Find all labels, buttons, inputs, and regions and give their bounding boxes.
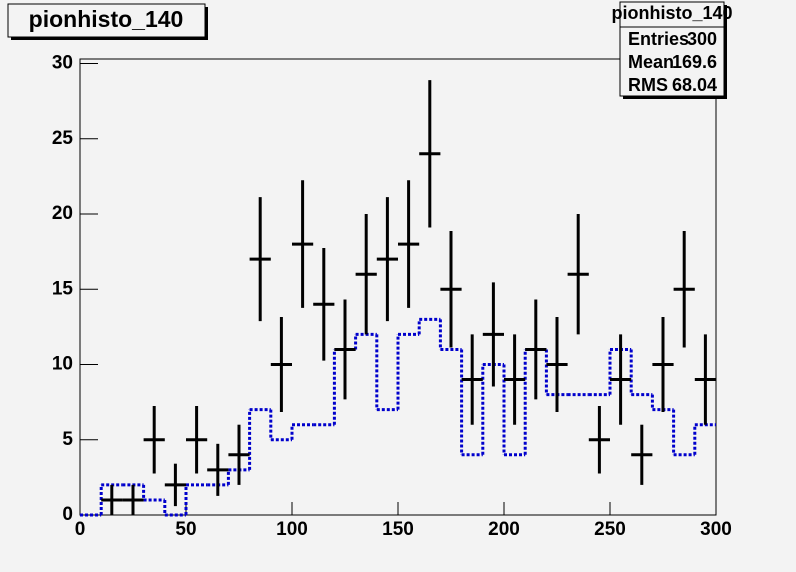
data-point xyxy=(419,80,441,228)
data-point xyxy=(334,299,356,400)
data-point xyxy=(652,316,674,413)
plot-frame xyxy=(79,58,717,516)
y-tick-label: 15 xyxy=(52,278,74,299)
data-point xyxy=(101,484,123,515)
data-point xyxy=(228,424,250,485)
data-point xyxy=(631,424,653,485)
x-tick-label: 300 xyxy=(700,519,732,540)
x-tick-label: 0 xyxy=(75,519,86,540)
data-point xyxy=(207,443,229,496)
x-tick-label: 100 xyxy=(276,519,308,540)
title-box xyxy=(7,3,206,38)
data-point xyxy=(440,231,462,348)
x-tick-label: 50 xyxy=(175,519,196,540)
y-tick-label: 30 xyxy=(52,53,73,74)
chart-title: pionhisto_140 xyxy=(29,6,184,32)
data-point xyxy=(143,406,165,474)
data-point xyxy=(164,463,186,507)
data-point xyxy=(610,334,632,425)
data-point xyxy=(673,231,695,348)
stats-label: Mean xyxy=(628,52,674,72)
data-point xyxy=(355,214,377,335)
y-tick-label: 0 xyxy=(62,504,73,525)
data-point xyxy=(461,334,483,425)
y-tick-label: 20 xyxy=(52,203,73,224)
stats-value: 300 xyxy=(687,29,717,49)
data-point xyxy=(482,282,504,387)
data-point xyxy=(504,334,526,425)
data-point xyxy=(567,214,589,335)
stats-title: pionhisto_140 xyxy=(611,3,732,23)
data-point xyxy=(270,316,292,413)
stats-label: Entries xyxy=(628,29,689,49)
y-tick-label: 10 xyxy=(52,354,73,375)
stats-box xyxy=(619,1,725,97)
stats-value: 169.6 xyxy=(672,52,717,72)
stats-value: 68.04 xyxy=(672,75,717,95)
data-point xyxy=(313,248,335,361)
data-point xyxy=(525,299,547,400)
data-point xyxy=(398,180,420,308)
stats-label: RMS xyxy=(628,75,668,95)
data-point xyxy=(122,484,144,515)
data-point xyxy=(249,197,271,322)
x-tick-label: 200 xyxy=(488,519,520,540)
data-point xyxy=(376,197,398,322)
x-tick-label: 250 xyxy=(594,519,626,540)
data-point xyxy=(546,316,568,413)
data-point xyxy=(186,406,208,474)
data-point xyxy=(588,406,610,474)
x-tick-label: 150 xyxy=(382,519,414,540)
data-point xyxy=(694,334,716,425)
y-tick-label: 5 xyxy=(62,429,73,450)
y-tick-label: 25 xyxy=(52,128,74,149)
data-point xyxy=(292,180,314,308)
